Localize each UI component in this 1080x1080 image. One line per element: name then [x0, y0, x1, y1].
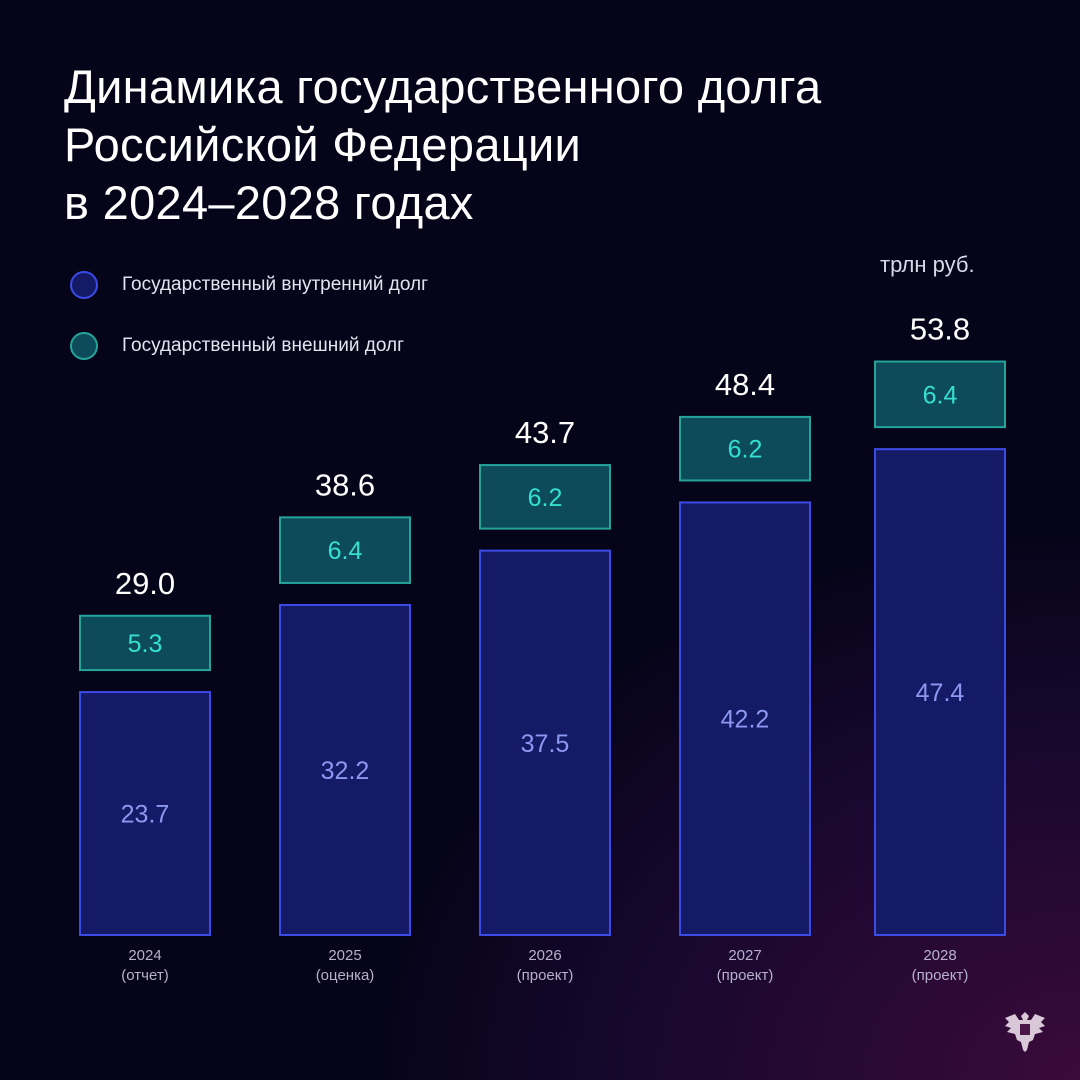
value-label-domestic: 42.2	[721, 706, 770, 734]
bar-domestic	[874, 448, 1006, 936]
legend-swatch-external	[70, 332, 98, 360]
bar-external	[279, 516, 411, 584]
x-tick-year: 2028	[923, 947, 956, 964]
value-label-domestic: 32.2	[321, 757, 370, 785]
title-line-1: Динамика государственного долга	[64, 60, 822, 113]
total-label: 38.6	[315, 467, 375, 502]
legend-label-external: Государственный внешний долг	[122, 335, 405, 356]
x-tick-status: (оценка)	[316, 967, 375, 984]
x-tick-status: (отчет)	[121, 967, 168, 984]
unit-label: трлн руб.	[880, 252, 975, 277]
bar-domestic	[479, 549, 611, 936]
x-tick-status: (проект)	[717, 967, 774, 984]
value-label-external: 6.4	[923, 381, 958, 409]
legend-item-domestic: Государственный внутренний долг	[70, 271, 428, 299]
legend-label-domestic: Государственный внутренний долг	[122, 274, 429, 295]
total-label: 53.8	[910, 312, 970, 347]
title-line-2: Российской Федерации	[64, 118, 582, 171]
x-tick-year: 2024	[128, 947, 161, 964]
value-label-domestic: 47.4	[916, 679, 965, 707]
x-tick-status: (проект)	[517, 967, 574, 984]
legend-swatch-domestic	[70, 271, 98, 299]
value-label-domestic: 37.5	[521, 730, 570, 758]
bar-domestic	[79, 691, 211, 937]
bar-external	[874, 360, 1006, 429]
total-label: 43.7	[515, 415, 575, 450]
page-title: Динамика государственного долга Российск…	[64, 58, 821, 232]
value-label-domestic: 23.7	[121, 801, 170, 829]
bar-external	[79, 614, 211, 672]
total-label: 29.0	[115, 566, 175, 601]
value-label-external: 6.2	[728, 436, 763, 464]
value-label-external: 6.4	[328, 537, 363, 565]
title-line-3: в 2024–2028 годах	[64, 176, 474, 229]
x-tick-year: 2026	[528, 947, 561, 964]
x-tick-year: 2027	[728, 947, 761, 964]
x-tick-year: 2025	[328, 947, 361, 964]
bar-domestic	[279, 603, 411, 936]
bar-external	[479, 464, 611, 530]
bar-external	[679, 415, 811, 482]
value-label-external: 5.3	[128, 630, 163, 658]
x-tick-status: (проект)	[912, 967, 969, 984]
legend-item-external: Государственный внешний долг	[70, 332, 404, 360]
value-label-external: 6.2	[528, 484, 563, 512]
total-label: 48.4	[715, 367, 775, 402]
coat-of-arms-logo	[1005, 1012, 1045, 1052]
bar-domestic	[679, 501, 811, 936]
